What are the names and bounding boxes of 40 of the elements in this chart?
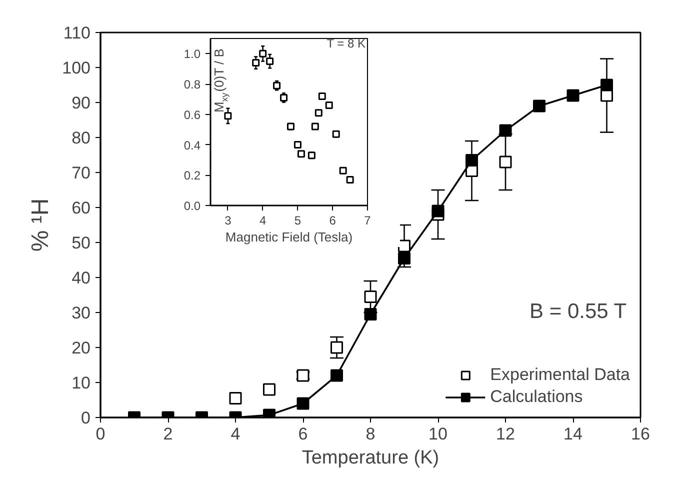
y-tick-label: 0.8 — [184, 78, 201, 92]
y-tick-label: 100 — [62, 58, 91, 78]
y-tick-label: 1.0 — [184, 47, 201, 62]
x-tick-label: 3 — [224, 214, 232, 228]
y-tick-label: 0.0 — [184, 199, 201, 213]
x-tick-label: 12 — [496, 424, 515, 444]
y-tick-label: 20 — [72, 338, 91, 358]
x-tick-label: 4 — [230, 424, 240, 444]
x-tick-label: 5 — [294, 214, 302, 228]
y-tick-label: 90 — [72, 94, 91, 112]
legend-label: Calculations — [490, 387, 583, 407]
x-tick-label: 4 — [259, 214, 266, 228]
y-axis-title: % ¹H — [27, 198, 54, 252]
y-axis-title: Mxy(0)T / B — [212, 48, 230, 112]
x-tick-label: 8 — [366, 424, 376, 444]
y-tick-label: 60 — [72, 198, 91, 218]
annotation: B = 0.55 T — [530, 300, 627, 323]
x-tick-label: 16 — [631, 424, 650, 444]
x-axis-title: Magnetic Field (Tesla) — [225, 230, 353, 244]
legend-label: Experimental Data — [490, 365, 630, 385]
x-tick-label: 7 — [364, 214, 372, 228]
y-tick-label: 40 — [72, 268, 91, 288]
y-tick-label: 50 — [72, 234, 91, 252]
x-tick-label: 6 — [298, 424, 308, 444]
y-tick-label: 0.2 — [184, 168, 201, 183]
x-tick-label: 14 — [564, 424, 582, 444]
y-tick-label: 10 — [72, 374, 91, 392]
y-tick-label: 80 — [72, 128, 91, 148]
x-tick-label: 10 — [428, 424, 448, 444]
y-tick-label: 0.4 — [184, 138, 201, 152]
y-tick-label: 110 — [63, 24, 91, 42]
x-tick-label: 0 — [96, 424, 106, 444]
y-tick-label: 30 — [72, 304, 91, 322]
y-tick-label: 0 — [81, 408, 91, 428]
x-axis-title: Temperature (K) — [302, 448, 440, 468]
y-tick-label: 0.6 — [184, 108, 201, 122]
y-tick-label: 70 — [72, 164, 91, 182]
annotation: T = 8 K — [326, 36, 366, 51]
x-tick-label: 2 — [163, 424, 173, 444]
x-tick-label: 6 — [329, 214, 336, 228]
